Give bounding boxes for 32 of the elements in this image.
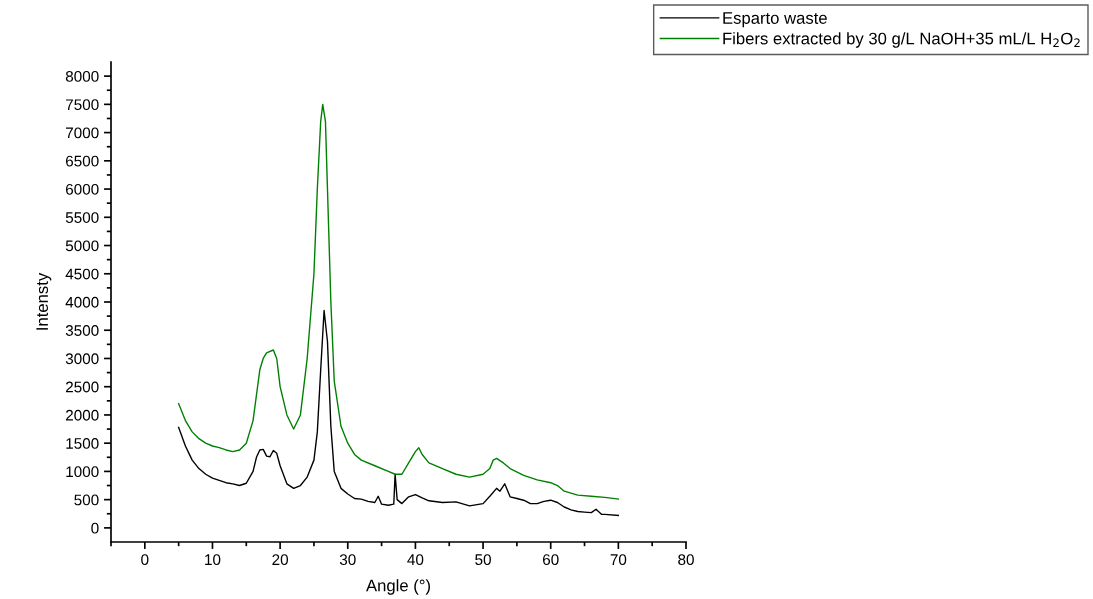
line-series [177,103,620,500]
y-tick-label: 1000 [66,466,99,478]
x-tick-label: 10 [205,554,221,566]
y-tick-label: 2000 [65,409,99,421]
x-tick-label: 80 [678,554,694,566]
y-tick-label: 0 [91,522,99,534]
x-tick-label: 70 [610,554,627,566]
y-tick-label: 500 [74,494,99,506]
y-tick-label: 3500 [65,325,99,336]
y-tick-label: 6500 [65,155,99,167]
x-tick-label: 20 [272,554,289,566]
x-tick-label: 30 [339,554,356,566]
line-series [177,309,620,517]
y-tick-label: 1500 [66,438,99,449]
x-tick-label: 60 [542,554,559,566]
y-tick-label: 5000 [65,240,99,252]
y-tick-label: 4000 [65,296,99,308]
x-tick-label: 40 [407,554,424,566]
y-tick-label: 3000 [65,353,99,365]
y-axis-title: Intensty [36,272,52,330]
x-tick-label: 50 [475,554,491,566]
y-tick-label: 4500 [65,268,99,280]
y-tick-label: 6000 [65,183,99,195]
x-axis-title: Angle (°) [366,579,430,595]
y-tick-label: 7500 [65,99,99,111]
legend-label: Fibers extracted by 30 g/L NaOH+35 mL/L H$_{2}$O$_{2}$ [723,32,1080,48]
y-tick-label: 7000 [65,127,99,139]
x-tick-label: 0 [141,554,149,566]
y-tick-label: 5500 [65,212,99,223]
y-tick-label: 2500 [65,381,99,393]
legend-label: Esparto waste [723,12,827,28]
y-tick-label: 8000 [65,70,99,82]
